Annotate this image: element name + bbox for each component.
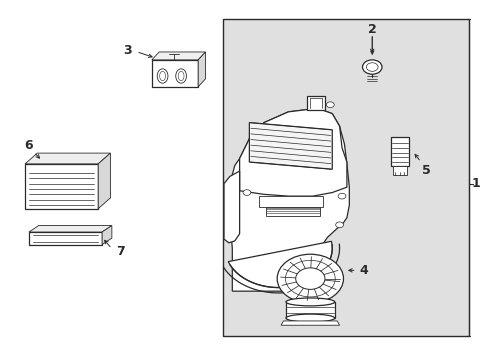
Polygon shape (98, 153, 110, 209)
Polygon shape (25, 153, 110, 164)
Polygon shape (152, 60, 198, 87)
Bar (222, 19, 468, 336)
Circle shape (295, 268, 325, 289)
Polygon shape (306, 96, 325, 110)
Polygon shape (228, 241, 331, 288)
Ellipse shape (159, 71, 165, 81)
Polygon shape (266, 207, 320, 216)
Polygon shape (198, 52, 205, 87)
Polygon shape (249, 123, 331, 169)
Polygon shape (25, 164, 98, 209)
Circle shape (335, 222, 343, 228)
Ellipse shape (178, 71, 183, 81)
Circle shape (362, 60, 381, 74)
Polygon shape (392, 166, 407, 175)
Text: 5: 5 (421, 164, 430, 177)
Polygon shape (390, 137, 408, 166)
Circle shape (326, 102, 333, 108)
Polygon shape (285, 302, 334, 318)
Text: 4: 4 (359, 264, 367, 277)
Polygon shape (152, 52, 205, 60)
Ellipse shape (285, 298, 334, 306)
Text: 1: 1 (471, 177, 480, 190)
Text: 7: 7 (116, 244, 124, 257)
Polygon shape (29, 226, 112, 232)
Ellipse shape (175, 69, 186, 83)
Text: 2: 2 (367, 23, 376, 36)
Ellipse shape (285, 314, 334, 322)
Circle shape (243, 190, 250, 195)
Polygon shape (29, 232, 102, 244)
Polygon shape (239, 108, 346, 196)
Ellipse shape (157, 69, 167, 83)
Circle shape (285, 260, 334, 297)
Polygon shape (229, 108, 348, 291)
Polygon shape (224, 171, 239, 243)
Text: 3: 3 (123, 44, 132, 57)
Polygon shape (102, 226, 112, 244)
Polygon shape (259, 196, 322, 207)
Polygon shape (281, 321, 339, 325)
Circle shape (366, 63, 377, 71)
Circle shape (277, 254, 343, 303)
Text: 6: 6 (24, 139, 33, 152)
Circle shape (337, 193, 345, 199)
